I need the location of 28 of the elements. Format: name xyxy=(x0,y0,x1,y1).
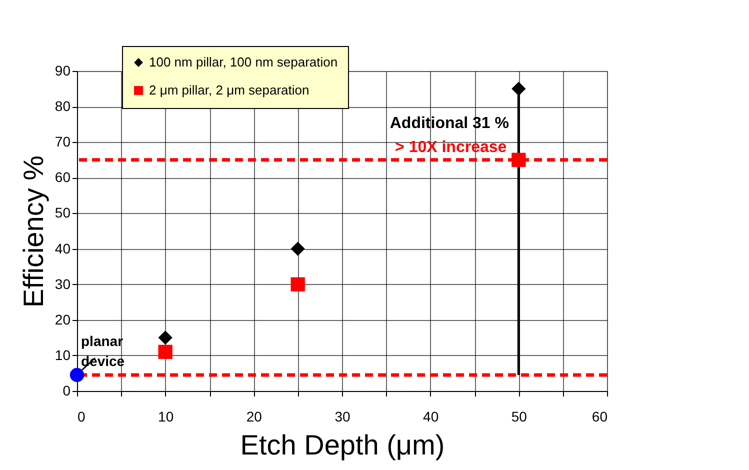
y-tick-label: 60 xyxy=(54,169,71,186)
y-tick-label: 20 xyxy=(54,311,71,328)
point xyxy=(512,82,526,96)
y-tick-label: 70 xyxy=(54,134,71,150)
x-tick-label: 0 xyxy=(78,408,86,424)
point xyxy=(158,344,172,359)
point xyxy=(158,330,172,345)
y-tick-label: 80 xyxy=(54,98,71,114)
y-tick-label: 40 xyxy=(54,240,71,256)
x-tick-label: 30 xyxy=(334,408,350,424)
x-tick-label: 10 xyxy=(158,408,174,424)
y-tick-label: 50 xyxy=(54,204,71,221)
x-tick-label: 40 xyxy=(423,408,439,424)
y-tick-label: 30 xyxy=(54,276,71,292)
point xyxy=(290,242,305,256)
x-tick-label: 60 xyxy=(592,408,608,424)
point xyxy=(512,152,526,167)
legend-label: 2 μm pillar, 2 μm separation xyxy=(149,82,310,98)
y-axis-title: Efficiency % xyxy=(18,156,49,308)
x-tick-label: 50 xyxy=(511,408,528,424)
legend-label: 100 nm pillar, 100 nm separation xyxy=(149,54,338,70)
x-tick-label: 20 xyxy=(246,408,262,424)
y-tick-label: 90 xyxy=(54,62,71,78)
point xyxy=(70,368,84,382)
y-tick-label: 0 xyxy=(62,382,71,398)
y-tick-label: 10 xyxy=(54,346,71,363)
x-axis-title: Etch Depth (μm) xyxy=(240,430,445,460)
point xyxy=(290,277,305,292)
